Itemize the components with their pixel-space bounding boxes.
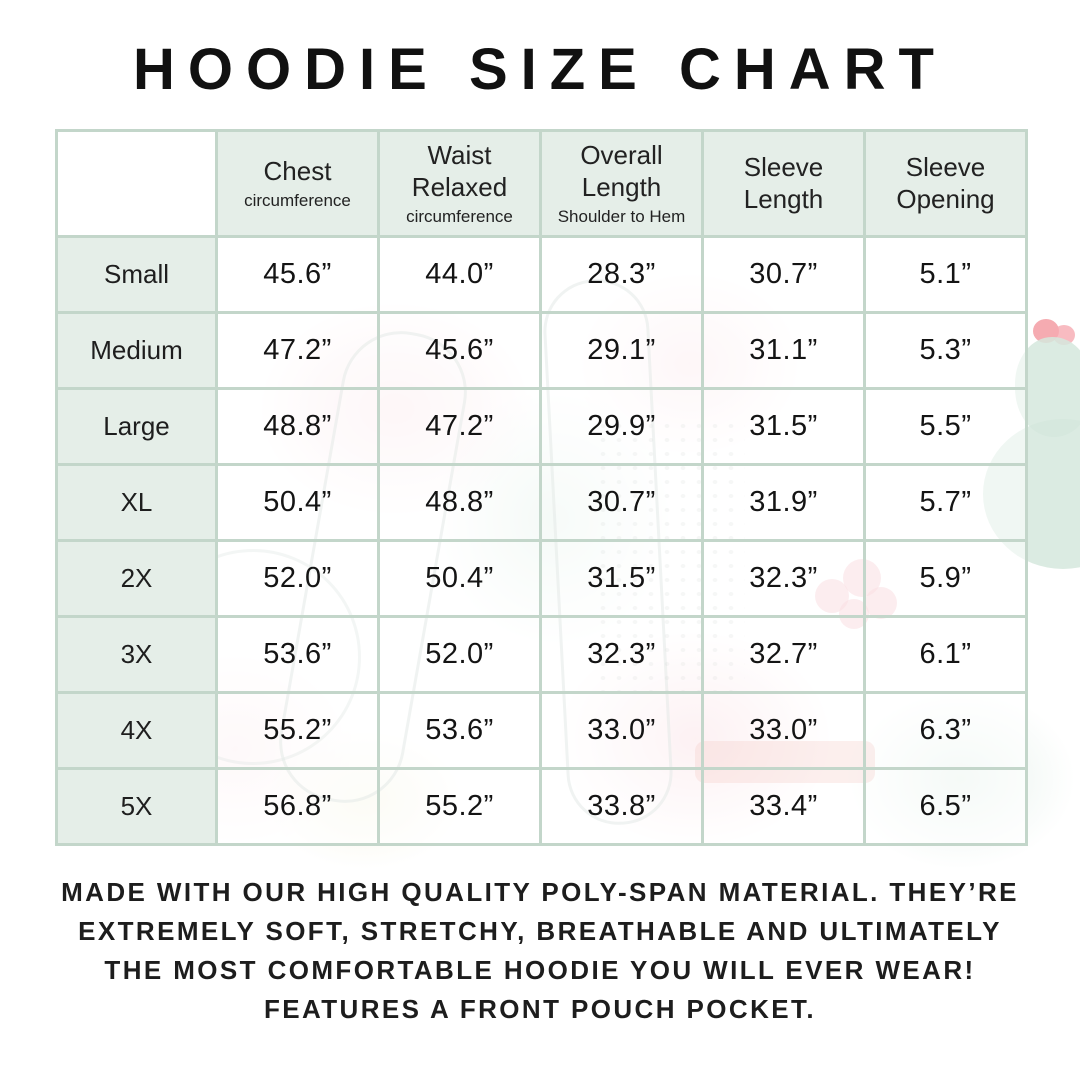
value-cell: 30.7” xyxy=(701,235,866,314)
value-cell: 32.3” xyxy=(701,539,866,618)
value-cell: 30.7” xyxy=(539,463,704,542)
page-title: HOODIE SIZE CHART xyxy=(133,37,947,102)
table-row: 2X 52.0” 50.4” 31.5” 32.3” 5.9” xyxy=(55,539,1028,618)
value-cell: 45.6” xyxy=(215,235,380,314)
corner-cell xyxy=(55,129,218,238)
value-cell: 47.2” xyxy=(377,387,542,466)
value-cell: 55.2” xyxy=(377,767,542,846)
cactus-flower xyxy=(1033,319,1059,343)
value-cell: 55.2” xyxy=(215,691,380,770)
value-cell: 32.3” xyxy=(539,615,704,694)
value-cell: 53.6” xyxy=(215,615,380,694)
table-row: Medium 47.2” 45.6” 29.1” 31.1” 5.3” xyxy=(55,311,1028,390)
value-cell: 33.4” xyxy=(701,767,866,846)
value-cell: 48.8” xyxy=(215,387,380,466)
value-cell: 6.3” xyxy=(863,691,1028,770)
footer-line: THE MOST COMFORTABLE HOODIE YOU WILL EVE… xyxy=(104,955,976,985)
footer-line: EXTREMELY SOFT, STRETCHY, BREATHABLE AND… xyxy=(78,916,1002,946)
value-cell: 31.9” xyxy=(701,463,866,542)
table-row: Small 45.6” 44.0” 28.3” 30.7” 5.1” xyxy=(55,235,1028,314)
table-body: Small 45.6” 44.0” 28.3” 30.7” 5.1” Medium 47.2”… xyxy=(55,235,1028,846)
value-cell: 56.8” xyxy=(215,767,380,846)
footer-line: FEATURES A FRONT POUCH POCKET. xyxy=(263,994,817,1024)
value-cell: 52.0” xyxy=(215,539,380,618)
size-cell: Large xyxy=(55,387,218,466)
value-cell: 47.2” xyxy=(215,311,380,390)
value-cell: 50.4” xyxy=(215,463,380,542)
header-row: Chest circumference Waist Relaxed circumfer… xyxy=(55,129,1028,238)
size-cell: Medium xyxy=(55,311,218,390)
column-header: Sleeve Opening xyxy=(863,129,1028,238)
value-cell: 29.1” xyxy=(539,311,704,390)
value-cell: 31.5” xyxy=(539,539,704,618)
size-cell: XL xyxy=(55,463,218,542)
table-row: 3X 53.6” 52.0” 32.3” 32.7” 6.1” xyxy=(55,615,1028,694)
value-cell: 6.1” xyxy=(863,615,1028,694)
value-cell: 31.5” xyxy=(701,387,866,466)
size-cell: Small xyxy=(55,235,218,314)
column-label: Waist Relaxed xyxy=(411,140,508,202)
value-cell: 5.3” xyxy=(863,311,1028,390)
value-cell: 32.7” xyxy=(701,615,866,694)
column-label: Chest xyxy=(263,156,332,187)
column-header: Overall Length Shoulder to Hem xyxy=(539,129,704,238)
size-cell: 3X xyxy=(55,615,218,694)
column-label: Sleeve Opening xyxy=(896,151,995,214)
column-sublabel: circumference xyxy=(406,206,513,226)
size-cell: 4X xyxy=(55,691,218,770)
value-cell: 50.4” xyxy=(377,539,542,618)
value-cell: 53.6” xyxy=(377,691,542,770)
value-cell: 29.9” xyxy=(539,387,704,466)
column-label: Sleeve Length xyxy=(743,151,824,214)
table-row: XL 50.4” 48.8” 30.7” 31.9” 5.7” xyxy=(55,463,1028,542)
value-cell: 28.3” xyxy=(539,235,704,314)
column-sublabel: circumference xyxy=(244,190,351,210)
column-header: Waist Relaxed circumference xyxy=(377,129,542,238)
size-chart-area: Chest circumference Waist Relaxed circumfer… xyxy=(55,129,1080,869)
value-cell: 48.8” xyxy=(377,463,542,542)
value-cell: 33.8” xyxy=(539,767,704,846)
cactus-flower xyxy=(1053,325,1075,345)
footer-line: MADE WITH OUR HIGH QUALITY POLY-SPAN MAT… xyxy=(61,877,1019,907)
size-cell: 2X xyxy=(55,539,218,618)
value-cell: 52.0” xyxy=(377,615,542,694)
value-cell: 5.7” xyxy=(863,463,1028,542)
column-sublabel: Shoulder to Hem xyxy=(557,206,686,226)
value-cell: 45.6” xyxy=(377,311,542,390)
value-cell: 5.9” xyxy=(863,539,1028,618)
table-row: Large 48.8” 47.2” 29.9” 31.5” 5.5” xyxy=(55,387,1028,466)
value-cell: 5.1” xyxy=(863,235,1028,314)
size-cell: 5X xyxy=(55,767,218,846)
column-header: Sleeve Length xyxy=(701,129,866,238)
size-chart-table: Chest circumference Waist Relaxed circumfer… xyxy=(55,129,1028,846)
column-label: Overall Length xyxy=(580,140,663,202)
table-row: 5X 56.8” 55.2” 33.8” 33.4” 6.5” xyxy=(55,767,1028,846)
footer-description: MADE WITH OUR HIGH QUALITY POLY-SPAN MAT… xyxy=(0,873,1080,1029)
value-cell: 5.5” xyxy=(863,387,1028,466)
value-cell: 44.0” xyxy=(377,235,542,314)
value-cell: 31.1” xyxy=(701,311,866,390)
value-cell: 33.0” xyxy=(701,691,866,770)
table-row: 4X 55.2” 53.6” 33.0” 33.0” 6.3” xyxy=(55,691,1028,770)
value-cell: 33.0” xyxy=(539,691,704,770)
value-cell: 6.5” xyxy=(863,767,1028,846)
column-header: Chest circumference xyxy=(215,129,380,238)
